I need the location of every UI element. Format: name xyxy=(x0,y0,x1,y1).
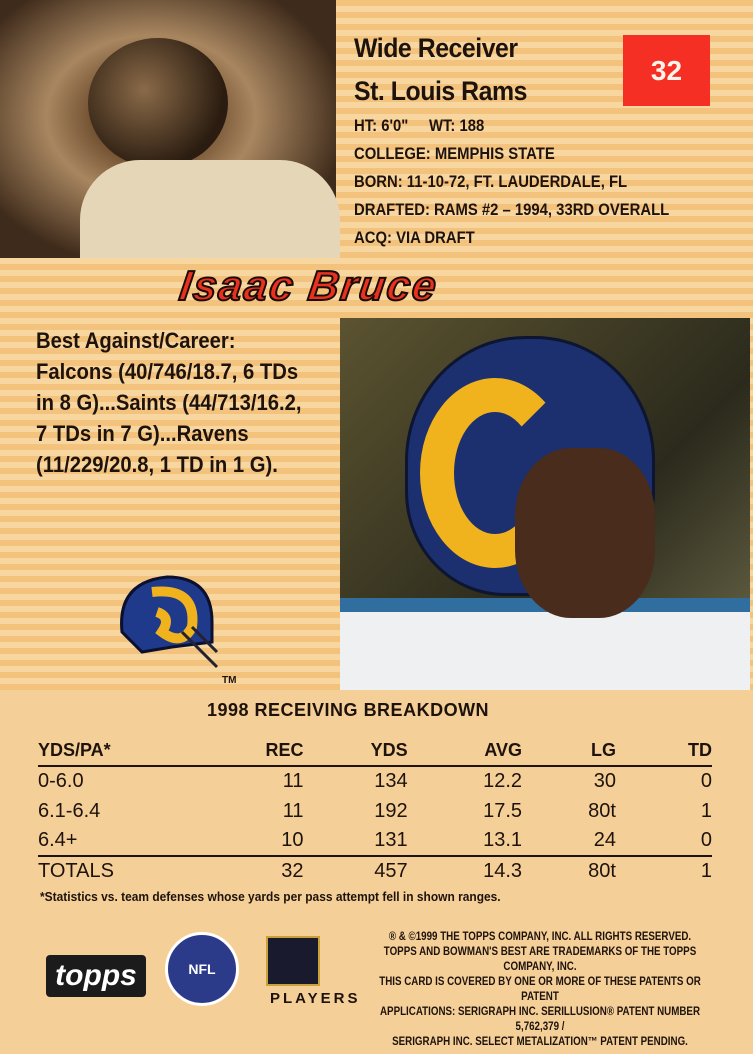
rams-helmet-logo xyxy=(120,575,219,669)
table-cell: 1 xyxy=(700,860,712,882)
header-td: TD xyxy=(688,740,712,760)
table-cell: 6.1-6.4 xyxy=(38,799,101,822)
table-cell: 80t xyxy=(588,860,616,882)
player-photo-sepia xyxy=(0,0,340,258)
position: Wide Receiver xyxy=(354,33,518,63)
table-cell: 134 xyxy=(374,770,408,792)
born: BORN: 11-10-72, FT. LAUDERDALE, FL xyxy=(354,173,628,191)
table-cell: 1 xyxy=(700,799,712,822)
players-inc-logo xyxy=(266,936,320,986)
table-cell: 0 xyxy=(700,829,712,851)
table-cell: 14.3 xyxy=(483,860,523,882)
table-row: 6.4+ 10 131 13.1 24 0 xyxy=(38,826,712,856)
header-avg: AVG xyxy=(484,740,523,760)
legal-line: SERIGRAPH INC. SELECT METALIZATION™ PATE… xyxy=(392,1036,688,1048)
header-yds: YDS xyxy=(370,740,408,760)
table-cell: 192 xyxy=(374,799,408,822)
team: St. Louis Rams xyxy=(354,76,528,106)
table-cell: 12.2 xyxy=(483,770,523,792)
table-cell: 32 xyxy=(281,860,304,882)
table-cell: 11 xyxy=(282,799,304,822)
totals-row: TOTALS 32 457 14.3 80t 1 xyxy=(38,856,712,886)
header-yds-pa: YDS/PA* xyxy=(38,740,111,760)
player-name: Isaac Bruce xyxy=(176,261,442,310)
table-header: YDS/PA* REC YDS AVG LG TD xyxy=(38,736,712,766)
header-lg: LG xyxy=(590,740,616,760)
best-against-text: Best Against/Career: Falcons (40/746/18.… xyxy=(36,328,302,477)
table-cell: 30 xyxy=(593,770,616,792)
player-photo-color xyxy=(340,318,750,690)
breakdown-title: 1998 RECEIVING BREAKDOWN xyxy=(207,700,490,720)
acquired: ACQ: VIA DRAFT xyxy=(354,229,475,247)
table-cell: 11 xyxy=(282,770,304,792)
table-cell: 457 xyxy=(374,860,408,882)
table-cell: 17.5 xyxy=(483,799,523,822)
college: COLLEGE: MEMPHIS STATE xyxy=(354,145,555,163)
table-row: 6.1-6.4 11 192 17.5 80t 1 xyxy=(38,796,712,826)
card-number: 32 xyxy=(623,35,710,106)
topps-logo: topps xyxy=(46,955,146,997)
nfl-licensed-logo: NFL xyxy=(165,932,239,1006)
table-cell: 6.4+ xyxy=(38,829,78,851)
table-row: 0-6.0 11 134 12.2 30 0 xyxy=(38,766,712,796)
footnote: *Statistics vs. team defenses whose yard… xyxy=(40,889,501,904)
table-cell: 131 xyxy=(374,829,408,851)
legal-line: THIS CARD IS COVERED BY ONE OR MORE OF T… xyxy=(379,976,701,1003)
players-inc-text: PLAYERS xyxy=(270,990,361,1007)
legal-line: APPLICATIONS: SERIGRAPH INC. SERILLUSION… xyxy=(379,1006,701,1033)
drafted: DRAFTED: RAMS #2 – 1994, 33RD OVERALL xyxy=(354,201,670,219)
table-cell: TOTALS xyxy=(38,860,114,882)
legal-text: ® & ©1999 THE TOPPS COMPANY, INC. ALL RI… xyxy=(370,930,710,1050)
table-cell: 0 xyxy=(700,770,712,792)
table-cell: 80t xyxy=(588,799,616,822)
trademark: TM xyxy=(222,675,237,686)
height-weight: HT: 6'0" WT: 188 xyxy=(354,117,485,135)
table-cell: 0-6.0 xyxy=(38,770,84,792)
table-cell: 24 xyxy=(593,829,616,851)
table-cell: 13.1 xyxy=(483,829,523,851)
stats-table: YDS/PA* REC YDS AVG LG TD 0-6.0 11 134 12.2… xyxy=(38,736,712,886)
legal-line: TOPPS AND BOWMAN'S BEST ARE TRADEMARKS O… xyxy=(383,946,697,973)
table-cell: 10 xyxy=(281,829,304,851)
header-rec: REC xyxy=(265,740,304,760)
legal-line: ® & ©1999 THE TOPPS COMPANY, INC. ALL RI… xyxy=(388,931,692,943)
